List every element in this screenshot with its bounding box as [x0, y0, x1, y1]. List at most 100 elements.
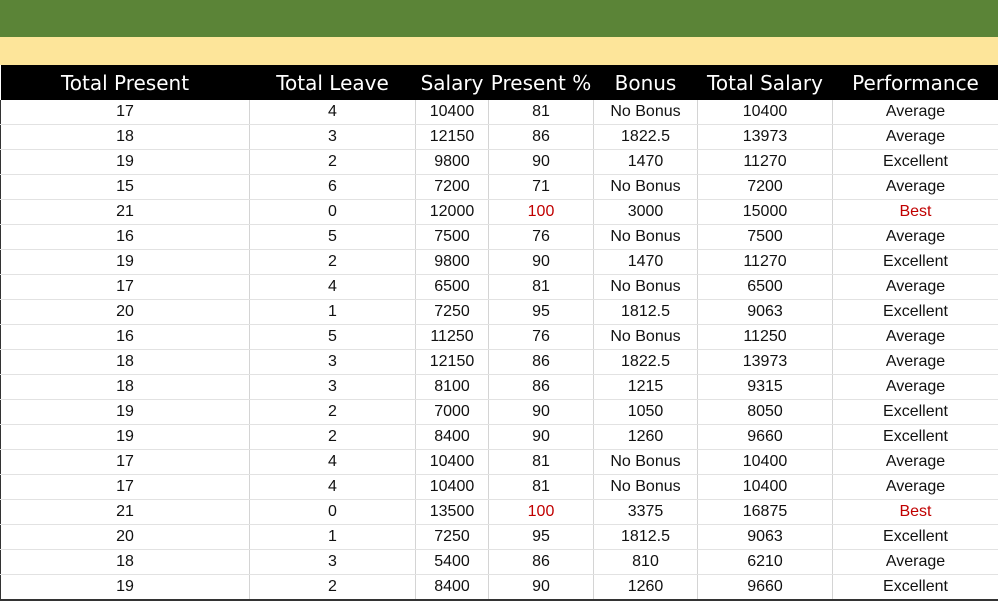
total-leave-cell[interactable]: 1	[250, 300, 416, 325]
salary-cell[interactable]: 10400	[416, 475, 489, 500]
bonus-cell[interactable]: 1470	[594, 250, 698, 275]
total-leave-cell[interactable]: 3	[250, 125, 416, 150]
total-leave-cell[interactable]: 0	[250, 500, 416, 525]
bonus-cell[interactable]: 1215	[594, 375, 698, 400]
total-leave-cell[interactable]: 4	[250, 450, 416, 475]
total-present-cell[interactable]: 15	[1, 175, 250, 200]
present-percent-cell[interactable]: 86	[489, 550, 594, 575]
total-present-cell[interactable]: 19	[1, 400, 250, 425]
bonus-cell[interactable]: 3375	[594, 500, 698, 525]
present-percent-cell[interactable]: 71	[489, 175, 594, 200]
total-leave-cell[interactable]: 1	[250, 525, 416, 550]
total-present-cell[interactable]: 18	[1, 125, 250, 150]
performance-cell[interactable]: Average	[833, 275, 998, 300]
bonus-cell[interactable]: No Bonus	[594, 175, 698, 200]
salary-cell[interactable]: 8400	[416, 425, 489, 450]
salary-cell[interactable]: 10400	[416, 450, 489, 475]
total-salary-cell[interactable]: 11270	[698, 250, 833, 275]
bonus-cell[interactable]: 1470	[594, 150, 698, 175]
total-salary-cell[interactable]: 9063	[698, 300, 833, 325]
total-salary-cell[interactable]: 10400	[698, 100, 833, 125]
total-salary-cell[interactable]: 15000	[698, 200, 833, 225]
performance-cell[interactable]: Excellent	[833, 400, 998, 425]
performance-cell[interactable]: Excellent	[833, 300, 998, 325]
bonus-cell[interactable]: No Bonus	[594, 100, 698, 125]
total-leave-cell[interactable]: 4	[250, 100, 416, 125]
performance-cell[interactable]: Best	[833, 500, 998, 525]
total-salary-cell[interactable]: 11250	[698, 325, 833, 350]
column-header-total-leave[interactable]: Total Leave	[250, 65, 416, 100]
bonus-cell[interactable]: No Bonus	[594, 450, 698, 475]
present-percent-cell[interactable]: 76	[489, 325, 594, 350]
performance-cell[interactable]: Excellent	[833, 150, 998, 175]
performance-cell[interactable]: Average	[833, 175, 998, 200]
performance-cell[interactable]: Average	[833, 550, 998, 575]
bonus-cell[interactable]: No Bonus	[594, 475, 698, 500]
column-header-bonus[interactable]: Bonus	[594, 65, 698, 100]
total-salary-cell[interactable]: 9660	[698, 425, 833, 450]
bonus-cell[interactable]: No Bonus	[594, 325, 698, 350]
bonus-cell[interactable]: 1822.5	[594, 350, 698, 375]
total-present-cell[interactable]: 17	[1, 100, 250, 125]
total-salary-cell[interactable]: 7500	[698, 225, 833, 250]
total-leave-cell[interactable]: 2	[250, 425, 416, 450]
total-salary-cell[interactable]: 9315	[698, 375, 833, 400]
column-header-present-percent[interactable]: Present %	[489, 65, 594, 100]
total-leave-cell[interactable]: 5	[250, 225, 416, 250]
total-present-cell[interactable]: 19	[1, 575, 250, 601]
present-percent-cell[interactable]: 86	[489, 125, 594, 150]
column-header-salary[interactable]: Salary	[416, 65, 489, 100]
total-present-cell[interactable]: 19	[1, 250, 250, 275]
total-present-cell[interactable]: 17	[1, 450, 250, 475]
total-present-cell[interactable]: 18	[1, 375, 250, 400]
total-leave-cell[interactable]: 2	[250, 250, 416, 275]
total-salary-cell[interactable]: 13973	[698, 125, 833, 150]
salary-cell[interactable]: 9800	[416, 250, 489, 275]
bonus-cell[interactable]: 1260	[594, 425, 698, 450]
total-leave-cell[interactable]: 3	[250, 350, 416, 375]
total-present-cell[interactable]: 16	[1, 225, 250, 250]
performance-cell[interactable]: Average	[833, 325, 998, 350]
bonus-cell[interactable]: No Bonus	[594, 275, 698, 300]
present-percent-cell[interactable]: 90	[489, 425, 594, 450]
total-leave-cell[interactable]: 2	[250, 150, 416, 175]
total-salary-cell[interactable]: 9660	[698, 575, 833, 601]
total-leave-cell[interactable]: 2	[250, 400, 416, 425]
performance-cell[interactable]: Average	[833, 375, 998, 400]
present-percent-cell[interactable]: 81	[489, 450, 594, 475]
salary-cell[interactable]: 12150	[416, 125, 489, 150]
salary-cell[interactable]: 12150	[416, 350, 489, 375]
total-leave-cell[interactable]: 4	[250, 275, 416, 300]
present-percent-cell[interactable]: 81	[489, 275, 594, 300]
salary-cell[interactable]: 10400	[416, 100, 489, 125]
salary-cell[interactable]: 8400	[416, 575, 489, 601]
present-percent-cell[interactable]: 86	[489, 375, 594, 400]
salary-cell[interactable]: 11250	[416, 325, 489, 350]
total-leave-cell[interactable]: 5	[250, 325, 416, 350]
salary-cell[interactable]: 9800	[416, 150, 489, 175]
present-percent-cell[interactable]: 90	[489, 150, 594, 175]
bonus-cell[interactable]: 1260	[594, 575, 698, 601]
bonus-cell[interactable]: 1812.5	[594, 300, 698, 325]
present-percent-cell[interactable]: 76	[489, 225, 594, 250]
total-salary-cell[interactable]: 10400	[698, 450, 833, 475]
performance-cell[interactable]: Average	[833, 225, 998, 250]
present-percent-cell[interactable]: 81	[489, 475, 594, 500]
salary-cell[interactable]: 7000	[416, 400, 489, 425]
salary-cell[interactable]: 7250	[416, 300, 489, 325]
performance-cell[interactable]: Average	[833, 100, 998, 125]
salary-cell[interactable]: 13500	[416, 500, 489, 525]
total-present-cell[interactable]: 20	[1, 525, 250, 550]
present-percent-cell[interactable]: 95	[489, 525, 594, 550]
total-present-cell[interactable]: 21	[1, 200, 250, 225]
salary-cell[interactable]: 7250	[416, 525, 489, 550]
present-percent-cell[interactable]: 90	[489, 400, 594, 425]
total-leave-cell[interactable]: 6	[250, 175, 416, 200]
total-salary-cell[interactable]: 10400	[698, 475, 833, 500]
performance-cell[interactable]: Best	[833, 200, 998, 225]
performance-cell[interactable]: Average	[833, 125, 998, 150]
total-leave-cell[interactable]: 2	[250, 575, 416, 601]
total-salary-cell[interactable]: 13973	[698, 350, 833, 375]
salary-cell[interactable]: 5400	[416, 550, 489, 575]
performance-cell[interactable]: Excellent	[833, 575, 998, 601]
